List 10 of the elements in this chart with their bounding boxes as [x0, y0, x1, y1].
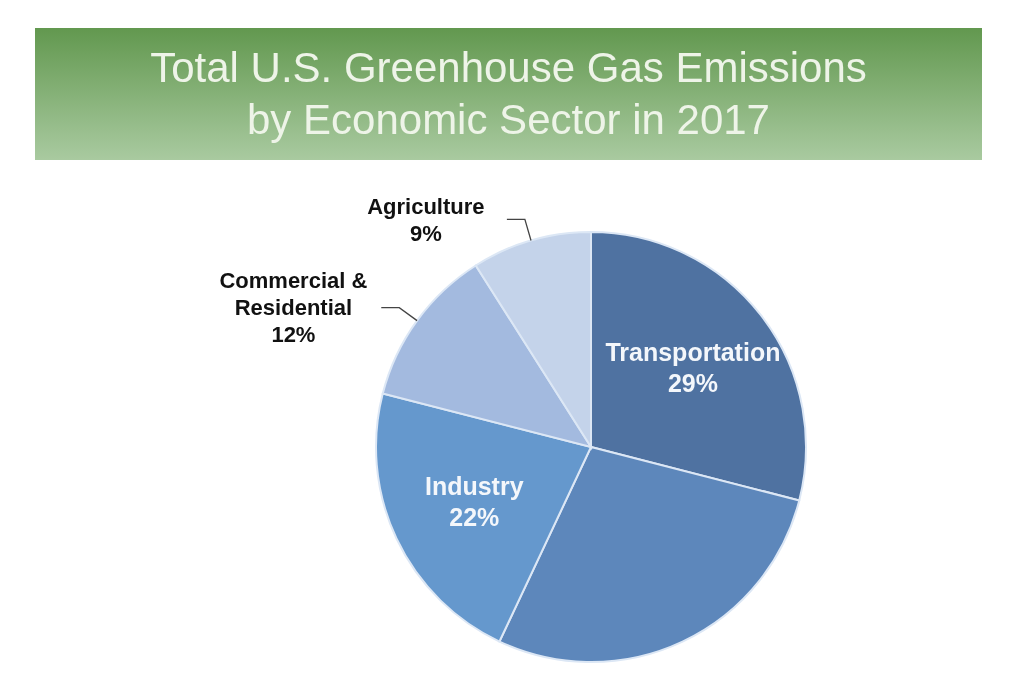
slice-label: Agriculture — [367, 193, 485, 219]
slice-label: Commercial & Residential — [219, 268, 368, 321]
data-label: 29% — [667, 369, 718, 398]
slice-label: Transportation — [605, 338, 781, 367]
chart-title: Total U.S. Greenhouse Gas Emissions by Economic Sector in 2017 — [149, 43, 868, 145]
data-label: 9% — [409, 220, 442, 246]
data-label: 22% — [449, 503, 500, 532]
data-label: 12% — [271, 322, 316, 348]
slice-label: Industry — [424, 472, 524, 501]
title-banner: Total U.S. Greenhouse Gas Emissions by Economic Sector in 2017 — [35, 28, 982, 160]
